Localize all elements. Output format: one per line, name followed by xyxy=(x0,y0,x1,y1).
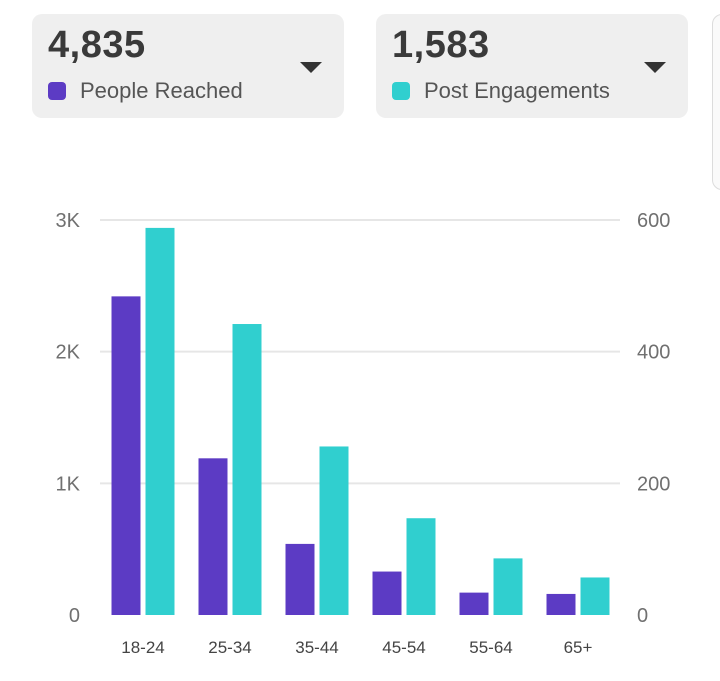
people-reached-card[interactable]: 4,835 People Reached xyxy=(32,14,344,118)
x-axis-tick-label: 65+ xyxy=(564,638,593,657)
bar-post-engagements xyxy=(493,558,523,615)
people-reached-legend: People Reached xyxy=(48,78,243,104)
x-axis-tick-label: 45-54 xyxy=(382,638,425,657)
post-engagements-card[interactable]: 1,583 Post Engagements xyxy=(376,14,688,118)
people-reached-swatch xyxy=(48,82,66,100)
people-reached-value: 4,835 xyxy=(48,24,146,66)
people-reached-label: People Reached xyxy=(80,78,243,103)
post-engagements-label: Post Engagements xyxy=(424,78,610,103)
bar-people-reached xyxy=(459,592,489,615)
x-axis-tick-label: 18-24 xyxy=(121,638,164,657)
left-axis-tick-label: 0 xyxy=(69,605,80,627)
caret-down-icon[interactable] xyxy=(300,62,322,73)
bar-post-engagements xyxy=(406,518,436,615)
right-axis-tick-label: 600 xyxy=(637,210,670,232)
x-axis-tick-label: 35-44 xyxy=(295,638,338,657)
caret-down-icon[interactable] xyxy=(644,62,666,73)
bar-people-reached xyxy=(372,571,402,615)
bar-people-reached xyxy=(198,458,228,615)
bar-post-engagements xyxy=(580,577,610,615)
x-axis-tick-label: 25-34 xyxy=(208,638,251,657)
right-axis-tick-label: 0 xyxy=(637,605,648,627)
bar-post-engagements xyxy=(319,446,349,615)
right-axis-tick-label: 400 xyxy=(637,342,670,364)
bar-people-reached xyxy=(111,296,141,615)
bar-people-reached xyxy=(546,593,576,615)
bar-post-engagements xyxy=(232,324,262,615)
post-engagements-value: 1,583 xyxy=(392,24,490,66)
post-engagements-legend: Post Engagements xyxy=(392,78,610,104)
bar-people-reached xyxy=(285,543,315,615)
bar-post-engagements xyxy=(145,227,175,615)
post-engagements-swatch xyxy=(392,82,410,100)
right-axis-tick-label: 200 xyxy=(637,473,670,495)
age-bar-chart: 0 1K 2K 3K 0 200 400 600 18-24 25-34 35-44 45-54 55-… xyxy=(56,210,671,657)
x-axis-tick-label: 55-64 xyxy=(469,638,512,657)
left-axis-tick-label: 1K xyxy=(56,473,81,495)
left-axis-tick-label: 2K xyxy=(56,342,81,364)
left-axis-tick-label: 3K xyxy=(56,210,81,232)
